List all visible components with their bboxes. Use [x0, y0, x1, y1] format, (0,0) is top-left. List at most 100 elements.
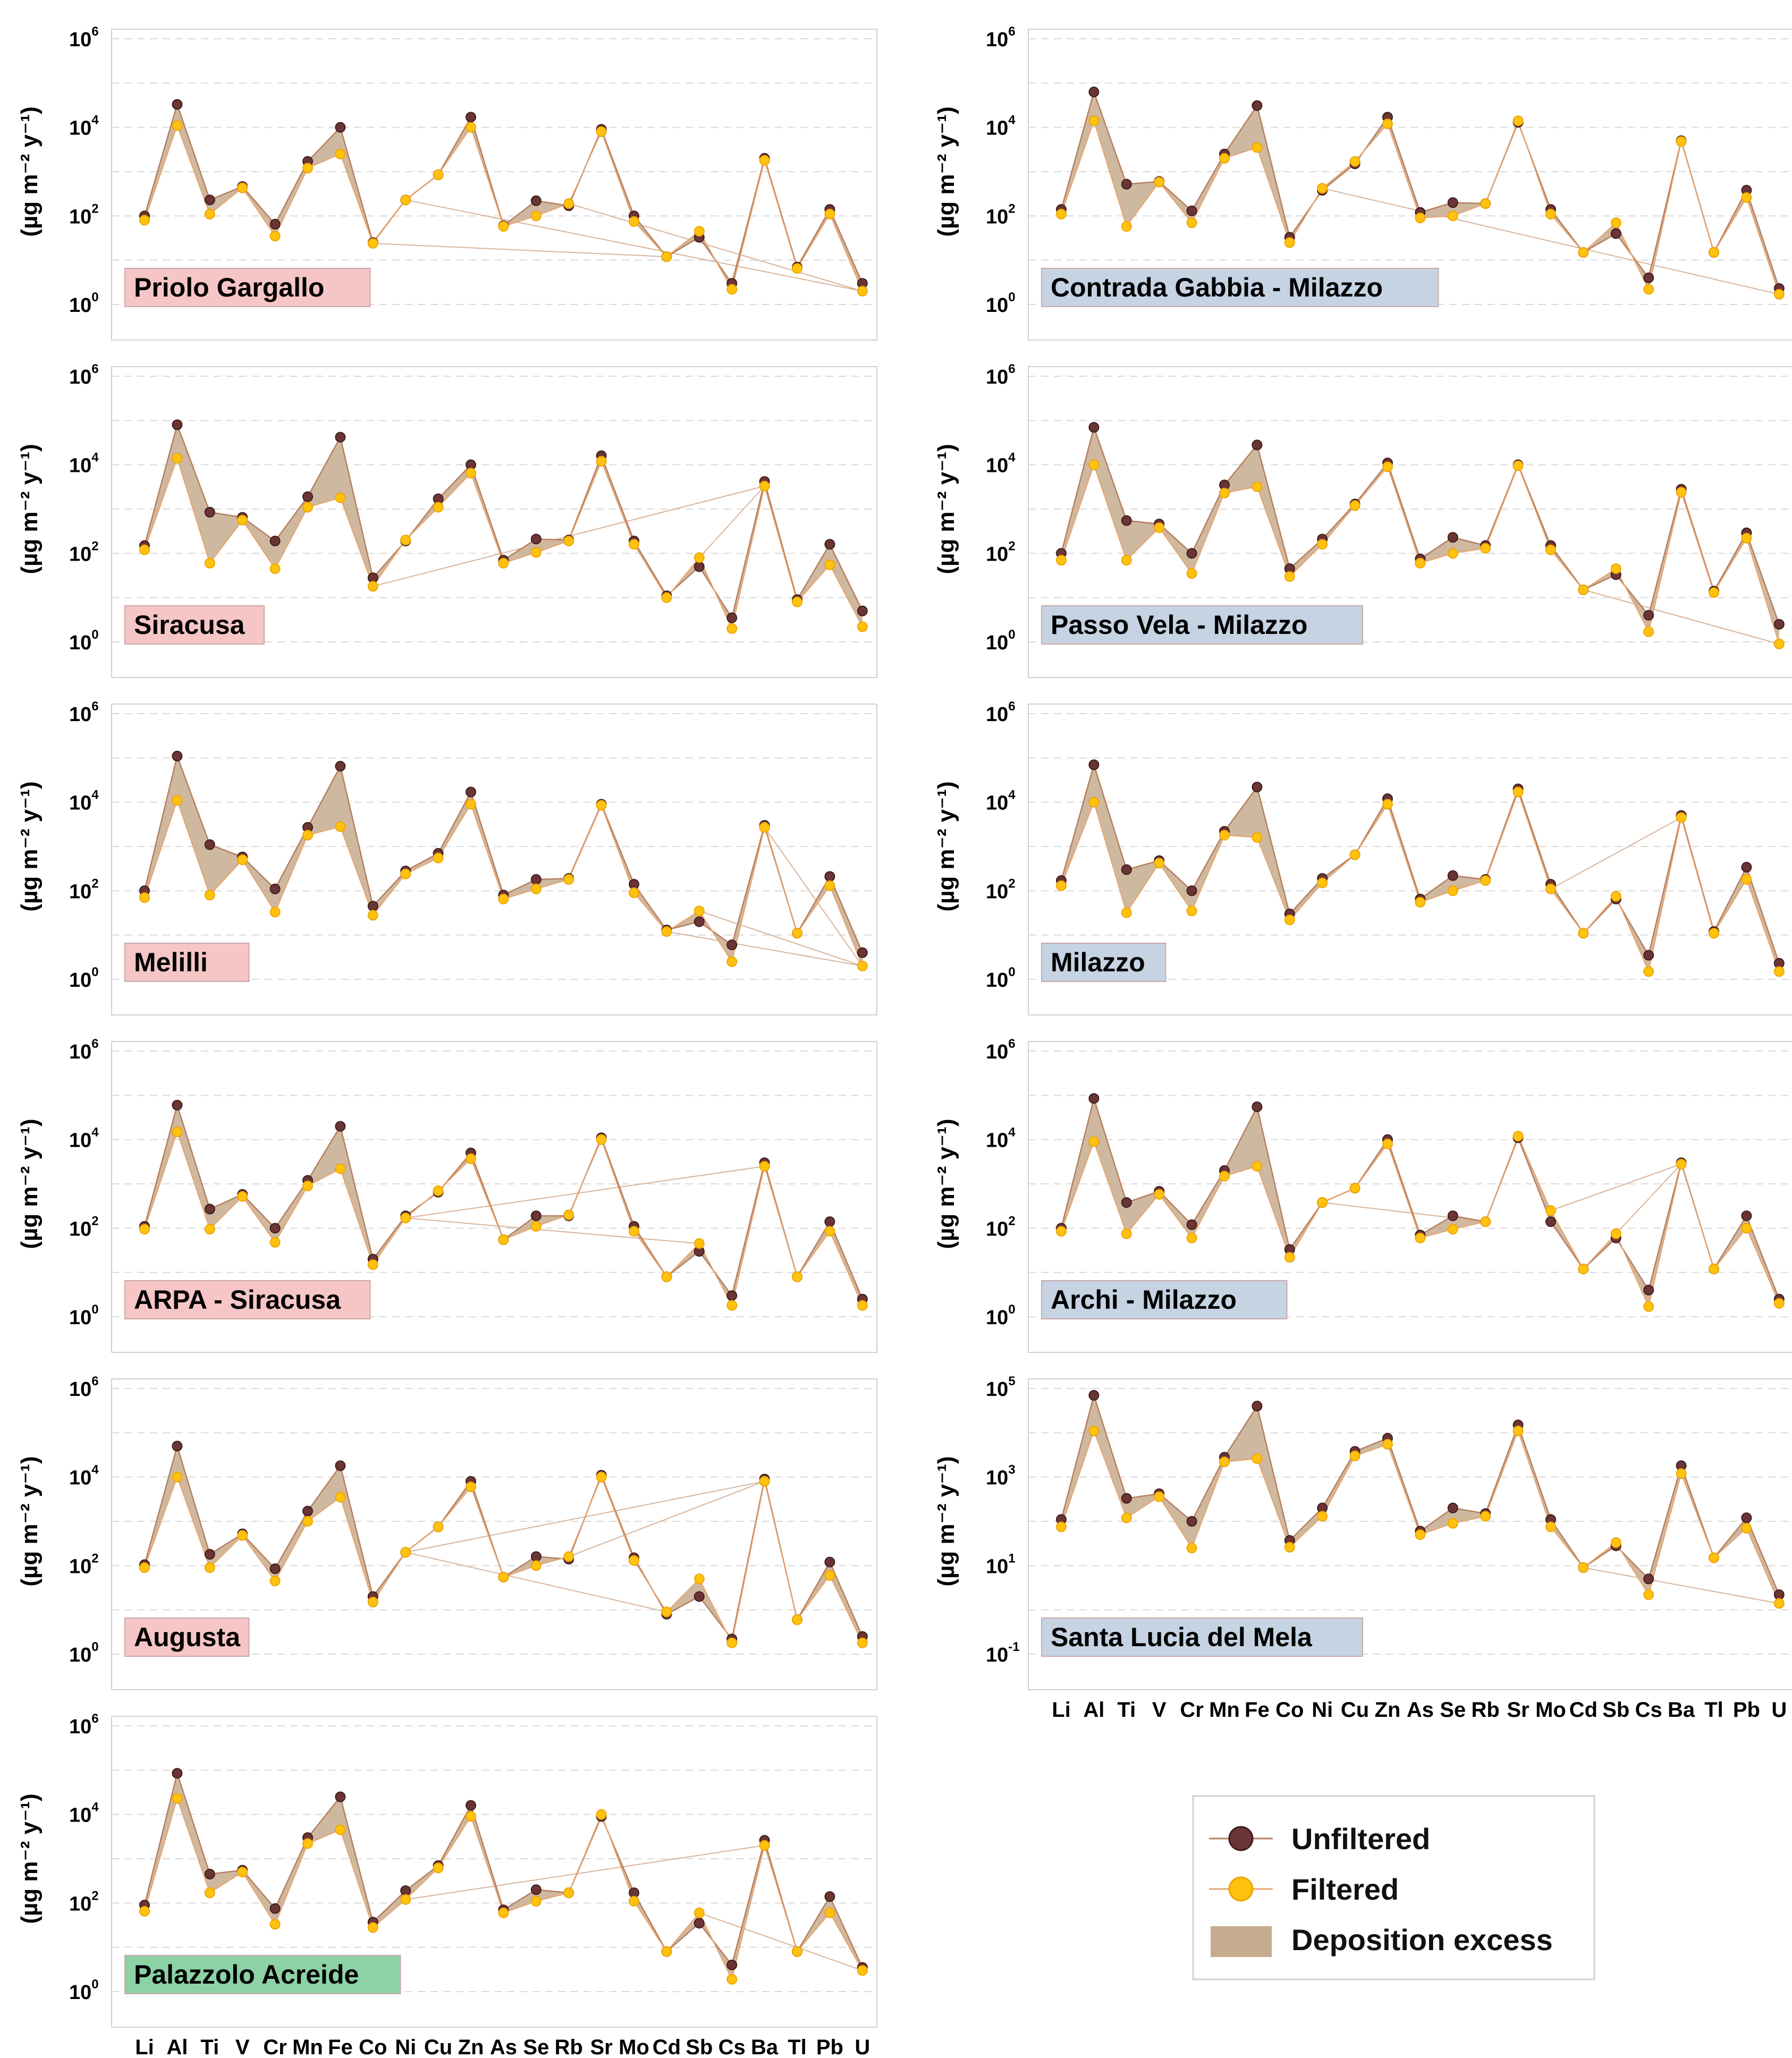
filtered-point-rb — [1480, 198, 1491, 209]
filtered-point-al — [172, 1126, 183, 1137]
panel-contrada-gabbia-milazzo: 100 102 104 106 (µg m⁻² y⁻¹) Contrada Gabbia … — [933, 24, 1792, 341]
deposition-excess-band — [1061, 427, 1779, 644]
y-tick-label: 104 — [69, 1125, 99, 1152]
filtered-point-ti — [204, 208, 215, 219]
unfiltered-point-co — [367, 901, 378, 912]
filtered-point-mo — [629, 887, 639, 899]
unfiltered-point-fe — [1252, 782, 1263, 793]
unfiltered-point-al — [172, 1768, 183, 1779]
connector-line — [699, 910, 863, 967]
y-tick-label: 102 — [69, 201, 99, 228]
x-tick-cs: Cs — [719, 2036, 746, 2058]
deposition-excess-band — [1061, 92, 1779, 294]
filtered-point-mo — [629, 216, 639, 227]
y-tick-label: 106 — [69, 24, 99, 51]
y-tick-label: 100 — [986, 628, 1016, 654]
filtered-point-se — [1447, 1518, 1458, 1529]
filtered-point-tl — [792, 1946, 802, 1957]
legend-filtered-label: Filtered — [1291, 1873, 1399, 1906]
filtered-point-al — [172, 1793, 183, 1804]
filtered-point-u — [1773, 1298, 1785, 1309]
unfiltered-point-pb — [824, 539, 835, 550]
y-axis-label: (µg m⁻² y⁻¹) — [16, 781, 43, 911]
connector-line — [1616, 1164, 1682, 1234]
connector-line — [699, 1912, 863, 1971]
filtered-point-li — [1056, 208, 1067, 219]
unfiltered-point-se — [1447, 1502, 1458, 1513]
filtered-point-ba — [759, 822, 770, 833]
filtered-point-ba — [1676, 487, 1687, 498]
unfiltered-point-al — [172, 99, 183, 110]
panel-passo-vela-milazzo: 100 102 104 106 (µg m⁻² y⁻¹) Passo Vela - Mil… — [933, 362, 1792, 678]
filtered-point-as — [1415, 1529, 1426, 1540]
filtered-point-rb — [1480, 543, 1491, 554]
filtered-point-ba — [1676, 812, 1687, 823]
unfiltered-point-u — [857, 947, 868, 958]
filtered-point-mn — [1219, 153, 1230, 164]
unfiltered-point-cr — [269, 218, 281, 230]
filtered-point-al — [1088, 459, 1100, 470]
filtered-point-li — [139, 215, 150, 226]
y-tick-label: 102 — [986, 1214, 1016, 1240]
filtered-point-v — [1154, 522, 1165, 533]
filtered-point-co — [367, 238, 378, 249]
filtered-point-tl — [792, 263, 802, 274]
filtered-point-cr — [1186, 1232, 1197, 1243]
unfiltered-point-al — [1088, 422, 1100, 433]
unfiltered-point-cs — [1643, 272, 1654, 283]
x-tick-cr: Cr — [263, 2036, 286, 2058]
filtered-point-sb — [694, 1573, 705, 1585]
y-axis-label: (µg m⁻² y⁻¹) — [16, 444, 43, 574]
filtered-point-pb — [824, 1226, 835, 1237]
station-label-box — [124, 268, 371, 307]
filtered-point-tl — [1709, 587, 1719, 598]
filtered-point-as — [1415, 557, 1426, 569]
unfiltered-point-se — [530, 1210, 542, 1222]
unfiltered-point-cr — [1186, 205, 1197, 216]
filtered-point-pb — [824, 880, 835, 891]
filtered-point-ti — [1121, 907, 1132, 918]
filtered-point-cu — [1349, 1183, 1360, 1194]
filtered-point-ni — [1317, 539, 1328, 550]
filtered-point-cu — [433, 1521, 444, 1532]
filtered-point-u — [857, 960, 868, 971]
filtered-point-pb — [1741, 1223, 1752, 1234]
unfiltered-point-ti — [1121, 515, 1132, 526]
x-tick-ti: Ti — [1117, 1698, 1136, 1722]
filtered-point-fe — [335, 1824, 346, 1835]
x-tick-ti: Ti — [200, 2036, 219, 2058]
station-label: Priolo Gargallo — [134, 273, 324, 302]
unfiltered-point-fe — [1252, 1401, 1263, 1412]
x-tick-pb: Pb — [1733, 1698, 1760, 1722]
filtered-point-rb — [1480, 1216, 1491, 1227]
unfiltered-point-pb — [824, 1216, 835, 1227]
filtered-point-zn — [466, 1811, 476, 1822]
unfiltered-point-fe — [335, 122, 346, 133]
panel-milazzo: 100 102 104 106 (µg m⁻² y⁻¹) Milazzo — [933, 699, 1792, 1015]
filtered-point-u — [857, 285, 868, 297]
unfiltered-point-zn — [466, 786, 476, 798]
x-tick-cu: Cu — [1341, 1698, 1369, 1722]
filtered-point-pb — [824, 559, 835, 570]
y-tick-label: 106 — [69, 699, 99, 726]
filtered-point-sb — [694, 905, 705, 917]
filtered-point-as — [1415, 896, 1426, 908]
filtered-point-ti — [204, 557, 215, 569]
filtered-point-ba — [1676, 136, 1687, 147]
y-tick-label: 100 — [986, 965, 1016, 992]
y-tick-label: 104 — [986, 451, 1016, 477]
filtered-point-u — [1773, 966, 1785, 977]
filtered-point-cd — [661, 1946, 672, 1957]
filtered-point-tl — [792, 928, 802, 939]
y-tick-label: 104 — [69, 113, 99, 140]
filtered-point-li — [139, 892, 150, 903]
x-tick-mn: Mn — [292, 2036, 323, 2058]
connector-line — [405, 199, 863, 292]
filtered-point-ti — [204, 1562, 215, 1573]
unfiltered-point-ti — [1121, 1493, 1132, 1504]
unfiltered-point-mn — [302, 491, 313, 502]
station-label: Passo Vela - Milazzo — [1051, 610, 1308, 640]
filtered-point-sr — [1512, 460, 1524, 471]
filtered-point-cd — [661, 1271, 672, 1282]
filtered-point-cr — [269, 907, 281, 918]
